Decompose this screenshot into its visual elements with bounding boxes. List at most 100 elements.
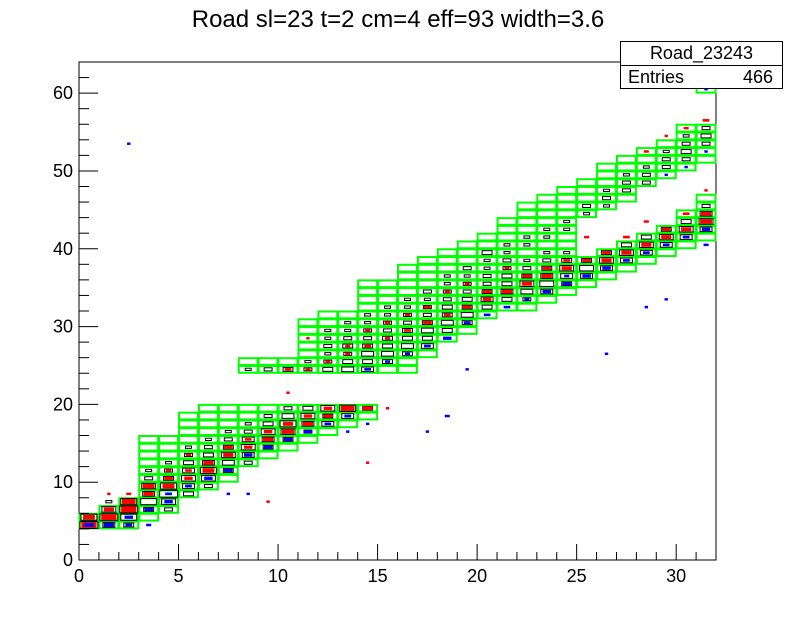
road-bin <box>635 256 657 265</box>
red-cell <box>362 406 373 411</box>
road-bin <box>536 232 558 242</box>
red-cell <box>162 483 175 489</box>
blue-cell <box>404 352 410 356</box>
box-cell <box>681 141 691 146</box>
road-bin <box>615 178 637 187</box>
box-cell <box>341 413 355 419</box>
box-cell <box>462 289 472 294</box>
box-cell <box>303 367 313 372</box>
road-bin <box>556 232 578 242</box>
box-cell <box>658 233 674 241</box>
box-cell <box>321 420 335 427</box>
red-cell <box>103 507 114 512</box>
road-bin <box>138 512 160 522</box>
box-cell <box>223 437 233 442</box>
road-bin <box>456 256 478 265</box>
blue-cell <box>385 360 391 363</box>
blue-cell <box>444 414 450 418</box>
road-bin <box>416 271 438 281</box>
box-cell <box>461 320 473 326</box>
box-cell <box>384 305 392 309</box>
box-cell <box>639 249 653 256</box>
road-bin <box>536 209 558 219</box>
box-cell <box>364 321 372 325</box>
box-cell <box>119 505 139 514</box>
road-bin <box>138 466 160 475</box>
road-bin <box>476 256 498 265</box>
blue-cell <box>164 499 173 504</box>
road-bin <box>237 458 259 468</box>
red-cell <box>643 220 649 223</box>
box-cell <box>382 359 394 365</box>
road-bin <box>516 240 538 250</box>
road-bin <box>436 248 458 258</box>
y-tick-label: 30 <box>53 317 73 337</box>
chart-title: Road sl=23 t=2 cm=4 eff=93 width=3.6 <box>191 6 605 33</box>
box-cell <box>381 350 395 357</box>
road-bin <box>397 287 418 296</box>
box-cell <box>420 343 434 349</box>
box-cell <box>599 257 614 264</box>
box-cell <box>262 444 274 450</box>
box-cell <box>304 359 312 364</box>
box-cell <box>181 475 196 482</box>
box-cell <box>682 134 690 138</box>
box-cell <box>279 420 297 428</box>
red-cell <box>185 469 192 472</box>
box-cell <box>184 445 192 449</box>
blue-cell <box>463 321 471 324</box>
box-cell <box>640 234 652 240</box>
blue-cell <box>564 274 570 278</box>
road-bin <box>496 217 518 226</box>
road-bin <box>277 403 299 413</box>
blue-cell <box>283 437 293 442</box>
box-cell <box>442 297 452 302</box>
road-bin <box>436 271 458 281</box>
box-cell <box>221 459 235 466</box>
road-bin <box>576 186 598 195</box>
road-bin <box>596 170 617 180</box>
red-cell <box>522 274 532 278</box>
road-bin <box>516 217 538 226</box>
road-bin <box>337 310 359 320</box>
road-bin <box>635 154 657 164</box>
road-bin <box>615 193 637 203</box>
red-cell <box>683 126 689 130</box>
red-cell <box>83 514 95 520</box>
road-bin <box>596 193 617 203</box>
road-bin <box>397 263 418 273</box>
box-cell <box>660 226 672 232</box>
road-bin <box>337 318 359 328</box>
blue-cell <box>303 429 313 434</box>
road-bin <box>496 240 518 250</box>
blue-cell <box>602 266 611 270</box>
blue-cell <box>127 142 131 145</box>
box-cell <box>422 305 432 310</box>
box-cell <box>123 522 135 528</box>
red-cell <box>385 336 391 340</box>
box-cell <box>561 281 573 287</box>
blue-cell <box>224 468 233 473</box>
box-cell <box>362 343 374 349</box>
road-bin <box>556 287 578 296</box>
road-bin <box>217 403 239 413</box>
box-cell <box>699 210 713 217</box>
box-cell <box>582 203 592 209</box>
box-cell <box>522 297 532 302</box>
blue-cell <box>701 227 711 231</box>
blue-cell <box>662 243 670 247</box>
blue-cell <box>684 165 688 169</box>
box-cell <box>482 273 492 279</box>
box-cell <box>120 498 138 506</box>
box-cell <box>183 491 194 497</box>
box-cell <box>344 328 352 333</box>
blue-cell <box>664 298 668 301</box>
road-bin <box>357 411 379 421</box>
box-cell <box>323 343 333 349</box>
blue-cell <box>83 523 95 527</box>
box-cell <box>543 235 551 239</box>
box-cell <box>102 522 116 528</box>
box-cell <box>463 274 471 278</box>
blue-cell <box>185 484 192 488</box>
road-bin <box>516 248 538 258</box>
